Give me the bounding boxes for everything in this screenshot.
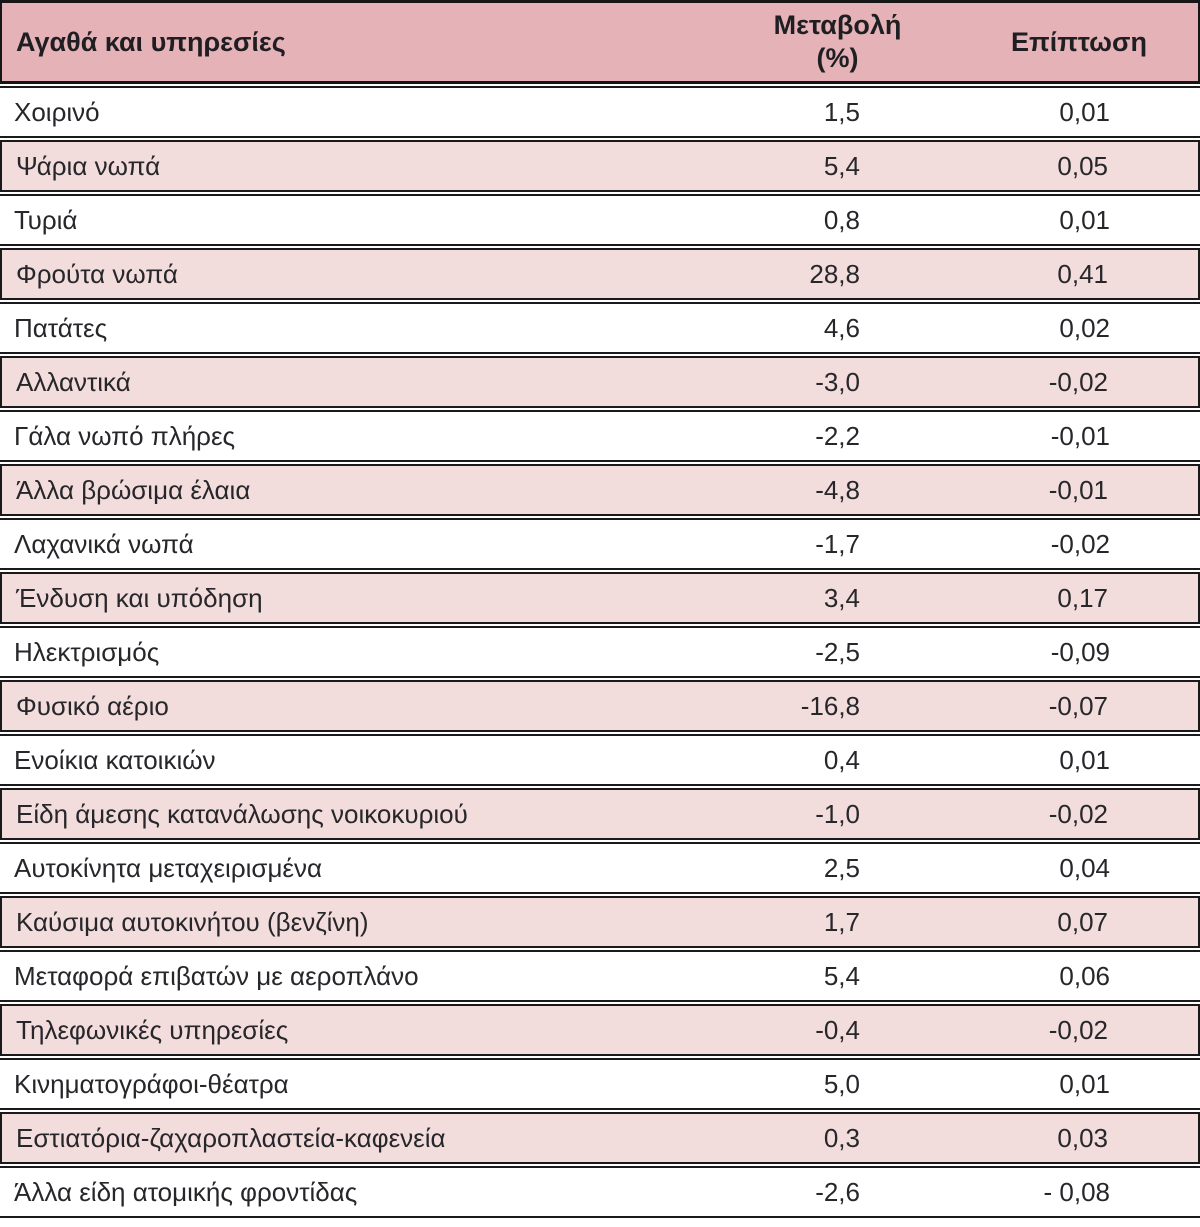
row-impact-value: 0,17 xyxy=(960,572,1200,624)
table-row: Άλλα βρώσιμα έλαια -4,8 -0,01 xyxy=(0,464,1200,516)
row-change-value: -0,4 xyxy=(715,1004,960,1056)
row-change-value: 1,7 xyxy=(715,896,960,948)
row-label: Φυσικό αέριο xyxy=(0,680,715,732)
table-header-row: Αγαθά και υπηρεσίες Μεταβολή (%) Επίπτωσ… xyxy=(0,0,1200,84)
row-label: Αλλαντικά xyxy=(0,356,715,408)
table-row: Αυτοκίνητα μεταχειρισμένα 2,5 0,04 xyxy=(0,842,1200,894)
row-label: Κινηματογράφοι-θέατρα xyxy=(0,1058,715,1110)
table-row: Ενοίκια κατοικιών 0,4 0,01 xyxy=(0,734,1200,786)
table-header: Αγαθά και υπηρεσίες Μεταβολή (%) Επίπτωσ… xyxy=(0,0,1200,84)
row-impact-value: -0,02 xyxy=(960,788,1200,840)
table-row: Χοιρινό 1,5 0,01 xyxy=(0,86,1200,138)
row-change-value: -1,0 xyxy=(715,788,960,840)
row-label: Άλλα βρώσιμα έλαια xyxy=(0,464,715,516)
row-change-value: 3,4 xyxy=(715,572,960,624)
row-impact-value: - 0,08 xyxy=(960,1166,1200,1218)
row-impact-value: 0,01 xyxy=(960,734,1200,786)
row-change-value: -4,8 xyxy=(715,464,960,516)
row-change-value: 5,4 xyxy=(715,140,960,192)
row-change-value: -2,2 xyxy=(715,410,960,462)
row-label: Άλλα είδη ατομικής φροντίδας xyxy=(0,1166,715,1218)
row-impact-value: 0,03 xyxy=(960,1112,1200,1164)
row-label: Φρούτα νωπά xyxy=(0,248,715,300)
row-change-value: -16,8 xyxy=(715,680,960,732)
table-row: Ένδυση και υπόδηση 3,4 0,17 xyxy=(0,572,1200,624)
table-row: Άλλα είδη ατομικής φροντίδας -2,6 - 0,08 xyxy=(0,1166,1200,1218)
row-impact-value: 0,07 xyxy=(960,896,1200,948)
header-impact: Επίπτωση xyxy=(960,0,1200,84)
row-change-value: 4,6 xyxy=(715,302,960,354)
row-impact-value: 0,06 xyxy=(960,950,1200,1002)
table-row: Φρούτα νωπά 28,8 0,41 xyxy=(0,248,1200,300)
row-impact-value: 0,41 xyxy=(960,248,1200,300)
table-row: Πατάτες 4,6 0,02 xyxy=(0,302,1200,354)
row-change-value: 0,4 xyxy=(715,734,960,786)
row-label: Είδη άμεσης κατανάλωσης νοικοκυριού xyxy=(0,788,715,840)
row-change-value: 0,8 xyxy=(715,194,960,246)
row-label: Λαχανικά νωπά xyxy=(0,518,715,570)
header-change-line1: Μεταβολή xyxy=(773,10,902,40)
row-label: Ηλεκτρισμός xyxy=(0,626,715,678)
row-label: Ψάρια νωπά xyxy=(0,140,715,192)
row-impact-value: -0,01 xyxy=(960,410,1200,462)
table-row: Εστιατόρια-ζαχαροπλαστεία-καφενεία 0,3 0… xyxy=(0,1112,1200,1164)
row-change-value: -2,5 xyxy=(715,626,960,678)
row-change-value: 2,5 xyxy=(715,842,960,894)
header-change-percent: Μεταβολή (%) xyxy=(715,0,960,84)
row-label: Τυριά xyxy=(0,194,715,246)
row-impact-value: -0,01 xyxy=(960,464,1200,516)
row-change-value: -2,6 xyxy=(715,1166,960,1218)
row-impact-value: -0,02 xyxy=(960,518,1200,570)
row-label: Ενοίκια κατοικιών xyxy=(0,734,715,786)
row-label: Μεταφορά επιβατών με αεροπλάνο xyxy=(0,950,715,1002)
table-row: Τηλεφωνικές υπηρεσίες -0,4 -0,02 xyxy=(0,1004,1200,1056)
row-impact-value: -0,02 xyxy=(960,1004,1200,1056)
row-impact-value: 0,05 xyxy=(960,140,1200,192)
row-label: Γάλα νωπό πλήρες xyxy=(0,410,715,462)
row-change-value: 5,0 xyxy=(715,1058,960,1110)
table-row: Λαχανικά νωπά -1,7 -0,02 xyxy=(0,518,1200,570)
table-row: Κινηματογράφοι-θέατρα 5,0 0,01 xyxy=(0,1058,1200,1110)
row-label: Εστιατόρια-ζαχαροπλαστεία-καφενεία xyxy=(0,1112,715,1164)
table-row: Ψάρια νωπά 5,4 0,05 xyxy=(0,140,1200,192)
row-impact-value: 0,01 xyxy=(960,1058,1200,1110)
table-row: Είδη άμεσης κατανάλωσης νοικοκυριού -1,0… xyxy=(0,788,1200,840)
row-impact-value: -0,07 xyxy=(960,680,1200,732)
table-row: Μεταφορά επιβατών με αεροπλάνο 5,4 0,06 xyxy=(0,950,1200,1002)
row-impact-value: 0,04 xyxy=(960,842,1200,894)
table-row: Φυσικό αέριο -16,8 -0,07 xyxy=(0,680,1200,732)
row-change-value: 1,5 xyxy=(715,86,960,138)
row-label: Ένδυση και υπόδηση xyxy=(0,572,715,624)
row-change-value: -3,0 xyxy=(715,356,960,408)
row-label: Αυτοκίνητα μεταχειρισμένα xyxy=(0,842,715,894)
row-impact-value: 0,02 xyxy=(960,302,1200,354)
row-impact-value: 0,01 xyxy=(960,194,1200,246)
header-goods-services: Αγαθά και υπηρεσίες xyxy=(0,0,715,84)
row-label: Τηλεφωνικές υπηρεσίες xyxy=(0,1004,715,1056)
row-impact-value: 0,01 xyxy=(960,86,1200,138)
row-label: Καύσιμα αυτοκινήτου (βενζίνη) xyxy=(0,896,715,948)
row-change-value: 0,3 xyxy=(715,1112,960,1164)
table-row: Τυριά 0,8 0,01 xyxy=(0,194,1200,246)
header-change-line2: (%) xyxy=(816,43,859,73)
row-impact-value: -0,09 xyxy=(960,626,1200,678)
table-row: Καύσιμα αυτοκινήτου (βενζίνη) 1,7 0,07 xyxy=(0,896,1200,948)
table-row: Αλλαντικά -3,0 -0,02 xyxy=(0,356,1200,408)
table-row: Γάλα νωπό πλήρες -2,2 -0,01 xyxy=(0,410,1200,462)
row-impact-value: -0,02 xyxy=(960,356,1200,408)
row-label: Χοιρινό xyxy=(0,86,715,138)
row-change-value: -1,7 xyxy=(715,518,960,570)
table-row: Ηλεκτρισμός -2,5 -0,09 xyxy=(0,626,1200,678)
table-body: Χοιρινό 1,5 0,01 Ψάρια νωπά 5,4 0,05 Τυρ… xyxy=(0,86,1200,1218)
row-label: Πατάτες xyxy=(0,302,715,354)
row-change-value: 5,4 xyxy=(715,950,960,1002)
row-change-value: 28,8 xyxy=(715,248,960,300)
